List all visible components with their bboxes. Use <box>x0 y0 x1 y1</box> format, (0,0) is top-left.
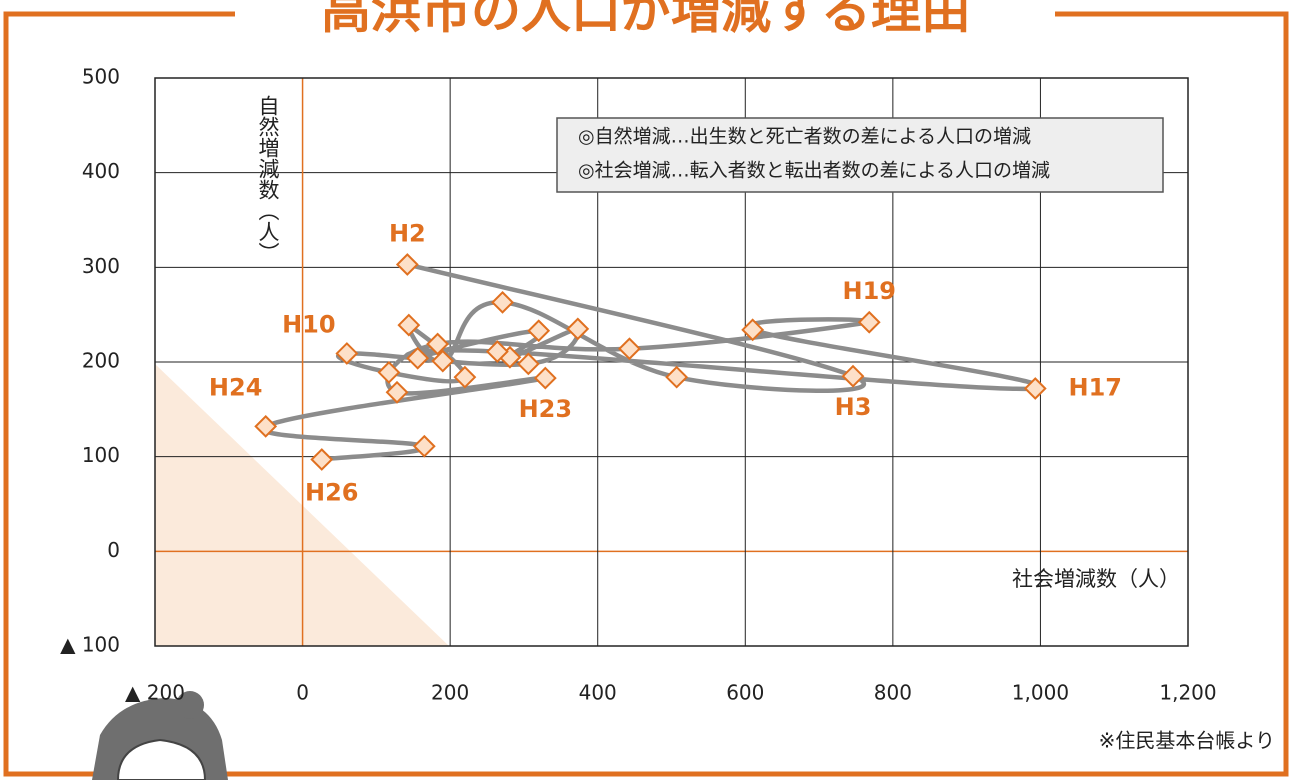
x-tick-label: 1,000 <box>1012 681 1069 705</box>
source-note: ※住民基本台帳より <box>1099 729 1275 753</box>
point <box>843 366 863 386</box>
x-tick-label: 1,200 <box>1159 681 1216 705</box>
note: ◎自然増減…出生数と死亡者数の差による人口の増減 <box>578 126 1031 148</box>
y-tick-label: 400 <box>82 159 120 183</box>
x-tick-label: 600 <box>726 681 764 705</box>
x-tick-label: 800 <box>874 681 912 705</box>
note: ◎社会増減…転入者数と転出者数の差による人口の増減 <box>578 160 1050 182</box>
x-tick-label: ▲ 200 <box>125 681 185 705</box>
point <box>667 367 687 387</box>
point-label: H19 <box>843 277 896 305</box>
point <box>397 254 417 274</box>
y-tick-label: 200 <box>82 349 120 373</box>
x-tick-label: 200 <box>431 681 469 705</box>
point-label: H24 <box>209 373 262 401</box>
point <box>518 354 538 374</box>
point-label: H17 <box>1069 374 1122 402</box>
y-axis-label: 自然増減数（人） <box>256 95 280 263</box>
y-tick-label: 300 <box>82 254 120 278</box>
x-tick-label: 0 <box>296 681 309 705</box>
point <box>529 321 549 341</box>
point <box>493 292 513 312</box>
chart: 高浜市の人口が増減する理由 ◎自然増減…出生数と死亡者数の差による人口の増減 ◎… <box>0 0 1292 780</box>
y-tick-label: 100 <box>82 443 120 467</box>
x-tick-label: 400 <box>579 681 617 705</box>
y-tick-label: 500 <box>82 65 120 89</box>
y-tick-label: 0 <box>107 538 120 562</box>
point-label: H3 <box>835 393 872 421</box>
point <box>455 367 475 387</box>
y-tick-label: ▲ 100 <box>60 633 120 657</box>
x-axis-label: 社会増減数（人） <box>1012 567 1180 591</box>
chart-title: 高浜市の人口が増減する理由 <box>321 0 971 40</box>
point <box>312 450 332 470</box>
point-label: H2 <box>389 219 426 247</box>
point <box>414 436 434 456</box>
page: {"chart_data": {"type": "line", "title":… <box>0 0 1292 780</box>
point-label: H10 <box>282 310 335 338</box>
point <box>859 312 879 332</box>
point-label: H23 <box>519 395 572 423</box>
point-label: H26 <box>305 479 358 507</box>
point <box>535 368 555 388</box>
